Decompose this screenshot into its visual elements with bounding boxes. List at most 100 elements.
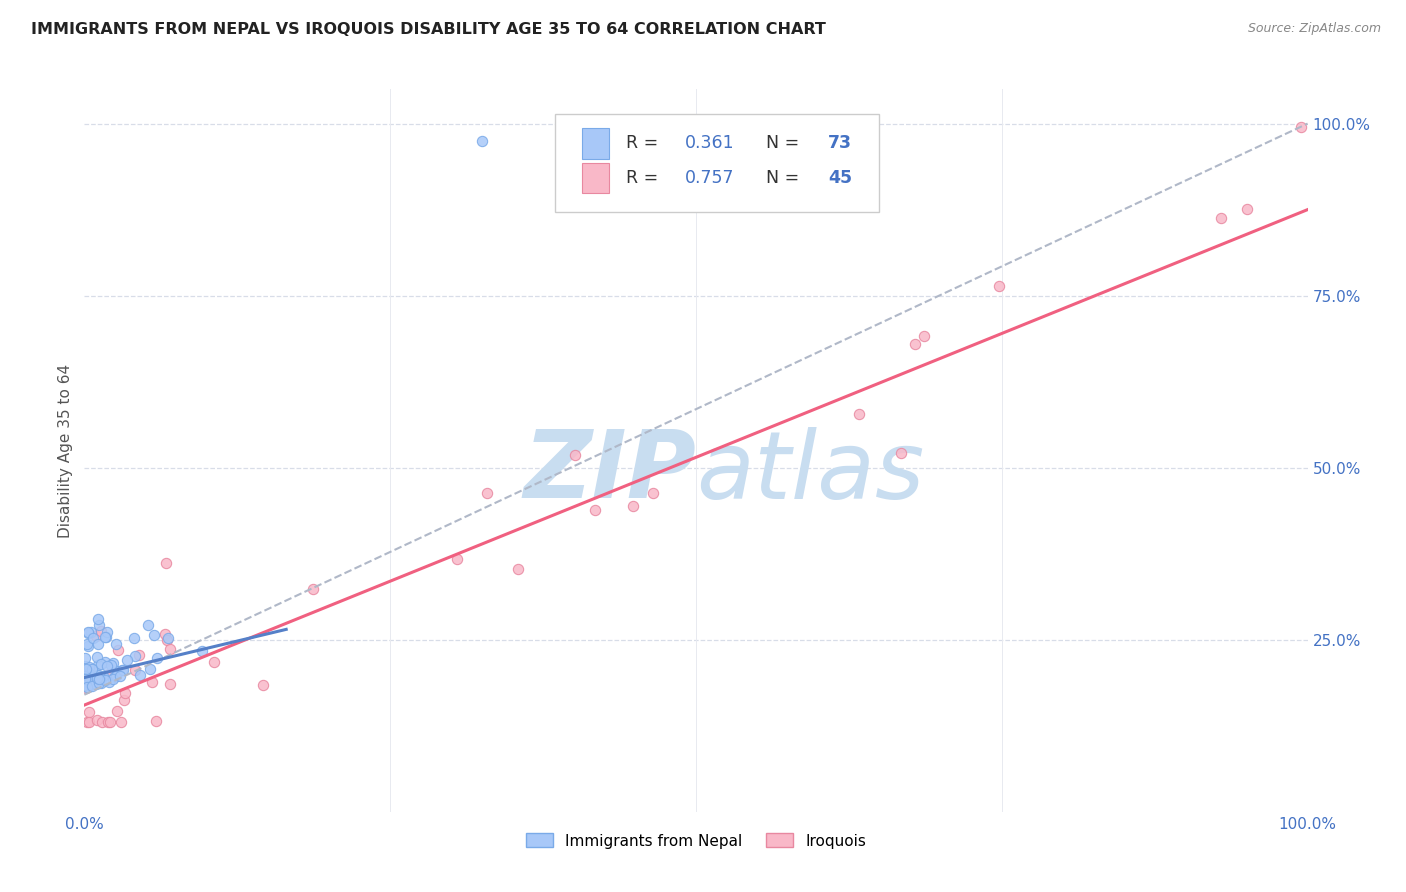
Point	[912, 328, 935, 343]
Point	[77, 715, 100, 730]
Point	[77, 639, 100, 653]
Point	[82, 672, 104, 686]
Point	[86, 713, 108, 727]
Point	[114, 686, 136, 700]
Point	[96, 658, 118, 673]
Point	[90, 670, 112, 684]
Point	[159, 677, 181, 691]
Point	[87, 612, 110, 626]
Point	[103, 670, 125, 684]
Point	[76, 637, 98, 651]
Point	[76, 715, 98, 730]
Text: 0.361: 0.361	[685, 135, 734, 153]
Point	[142, 628, 165, 642]
Point	[302, 582, 325, 596]
Point	[96, 625, 118, 640]
Point	[124, 648, 146, 663]
Point	[87, 617, 110, 632]
Point	[73, 664, 96, 678]
Point	[86, 671, 108, 685]
Point	[94, 630, 117, 644]
Point	[105, 704, 128, 718]
Point	[79, 664, 101, 678]
Point	[103, 657, 125, 671]
Point	[80, 679, 103, 693]
Point	[73, 678, 96, 692]
Point	[73, 658, 96, 673]
Point	[76, 680, 98, 694]
Point	[80, 624, 103, 639]
Point	[155, 556, 177, 570]
Point	[73, 673, 96, 688]
Point	[157, 632, 180, 646]
Point	[506, 562, 529, 576]
Point	[84, 668, 107, 682]
Point	[156, 633, 179, 648]
Point	[75, 661, 97, 675]
FancyBboxPatch shape	[555, 114, 880, 212]
Point	[103, 672, 125, 686]
Point	[159, 642, 181, 657]
Point	[96, 715, 118, 730]
Point	[76, 680, 98, 694]
Point	[77, 706, 100, 720]
Point	[1291, 120, 1313, 134]
Text: R =: R =	[626, 169, 664, 187]
Point	[1209, 211, 1232, 225]
Point	[446, 552, 468, 566]
Point	[128, 648, 150, 663]
Point	[84, 677, 107, 691]
Point	[82, 632, 104, 646]
Point	[583, 503, 606, 517]
Point	[145, 651, 167, 665]
Point	[84, 629, 107, 643]
Point	[90, 657, 112, 671]
Point	[94, 630, 117, 644]
Point	[108, 669, 131, 683]
Point	[105, 669, 128, 683]
Point	[75, 681, 97, 695]
Point	[141, 674, 163, 689]
Point	[252, 678, 274, 692]
Text: 73: 73	[828, 135, 852, 153]
Point	[89, 670, 111, 684]
Point	[89, 675, 111, 690]
Bar	[582, 128, 609, 159]
Point	[128, 668, 150, 682]
Text: 45: 45	[828, 169, 852, 187]
Point	[75, 662, 97, 676]
Point	[564, 448, 586, 462]
Point	[75, 673, 97, 687]
Point	[76, 626, 98, 640]
Point	[87, 658, 110, 673]
Point	[107, 643, 129, 657]
Point	[111, 663, 134, 677]
Point	[75, 679, 97, 693]
Text: 0.757: 0.757	[685, 169, 734, 187]
Text: N =: N =	[755, 169, 804, 187]
Point	[145, 714, 167, 729]
Point	[153, 627, 176, 641]
Point	[93, 673, 115, 687]
Text: ZIP: ZIP	[523, 426, 696, 518]
Point	[848, 407, 870, 421]
Point	[90, 624, 112, 639]
Point	[105, 637, 128, 651]
Point	[890, 446, 912, 460]
Point	[202, 655, 225, 669]
Point	[97, 675, 120, 690]
Point	[475, 486, 498, 500]
Point	[77, 660, 100, 674]
Point	[94, 655, 117, 669]
Point	[100, 657, 122, 672]
Point	[98, 667, 121, 681]
Point	[75, 651, 97, 665]
Point	[111, 663, 134, 677]
Point	[87, 668, 110, 682]
Point	[110, 715, 132, 730]
Point	[77, 624, 100, 639]
Bar	[582, 163, 609, 194]
Text: atlas: atlas	[696, 426, 924, 517]
Point	[82, 661, 104, 675]
Text: IMMIGRANTS FROM NEPAL VS IROQUOIS DISABILITY AGE 35 TO 64 CORRELATION CHART: IMMIGRANTS FROM NEPAL VS IROQUOIS DISABI…	[31, 22, 825, 37]
